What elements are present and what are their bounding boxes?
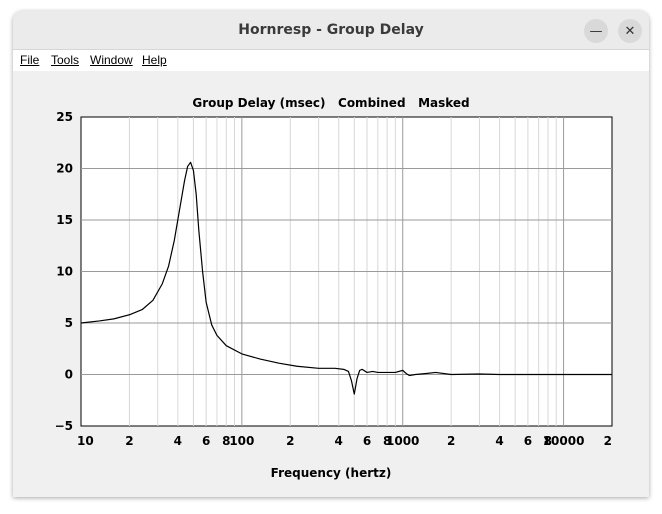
title-bar[interactable]: Hornresp - Group Delay — ✕ bbox=[13, 11, 649, 50]
group-delay-chart: Group Delay (msec) Combined Masked 25201… bbox=[55, 96, 613, 480]
x-tick-label: 4 bbox=[174, 434, 182, 448]
chart-title: Group Delay (msec) Combined Masked bbox=[192, 96, 469, 110]
y-tick-label: −5 bbox=[55, 419, 73, 433]
y-tick-label: 25 bbox=[56, 110, 73, 124]
x-tick-label: 2 bbox=[125, 434, 133, 448]
x-tick-label: 1000 bbox=[386, 434, 419, 448]
y-tick-label: 5 bbox=[65, 316, 73, 330]
x-tick-label: 8 bbox=[222, 434, 230, 448]
y-tick-label: 20 bbox=[56, 162, 73, 176]
x-tick-label: 8 bbox=[544, 434, 552, 448]
x-tick-label: 2 bbox=[604, 434, 612, 448]
menu-window[interactable]: Window bbox=[90, 53, 133, 67]
y-tick-label: 10 bbox=[56, 265, 73, 279]
chart-area: Group Delay (msec) Combined Masked 25 20 1… bbox=[13, 71, 649, 497]
menu-file[interactable]: File bbox=[20, 53, 40, 67]
minimize-icon: — bbox=[589, 23, 603, 39]
minimize-button[interactable]: — bbox=[584, 19, 608, 43]
menu-tools[interactable]: Tools bbox=[51, 53, 80, 67]
close-button[interactable]: ✕ bbox=[618, 19, 642, 43]
x-tick-label: 6 bbox=[524, 434, 532, 448]
y-tick-label: 15 bbox=[56, 213, 73, 227]
close-icon: ✕ bbox=[624, 23, 636, 39]
series-layer bbox=[80, 161, 612, 395]
x-tick-label: 6 bbox=[363, 434, 371, 448]
window-title: Hornresp - Group Delay bbox=[238, 22, 424, 38]
y-tick-label: 0 bbox=[65, 368, 73, 382]
x-tick-label: 2 bbox=[286, 434, 294, 448]
app-window: Hornresp - Group Delay — ✕ File Tools Wi… bbox=[13, 11, 649, 497]
menu-help[interactable]: Help bbox=[142, 53, 167, 67]
x-tick-label: 10000 bbox=[543, 434, 585, 448]
group-delay-series-line bbox=[80, 161, 612, 395]
x-tick-label: 2 bbox=[447, 434, 455, 448]
x-tick-label: 10 bbox=[77, 434, 94, 448]
x-axis-label: Frequency (hertz) bbox=[271, 466, 392, 480]
menu-bar: File Tools Window Help bbox=[13, 50, 649, 71]
x-tick-label: 4 bbox=[335, 434, 343, 448]
x-tick-label: 8 bbox=[383, 434, 391, 448]
x-tick-label: 100 bbox=[229, 434, 254, 448]
x-tick-label: 4 bbox=[495, 434, 503, 448]
grid-lines bbox=[81, 117, 612, 426]
x-tick-label: 6 bbox=[202, 434, 210, 448]
